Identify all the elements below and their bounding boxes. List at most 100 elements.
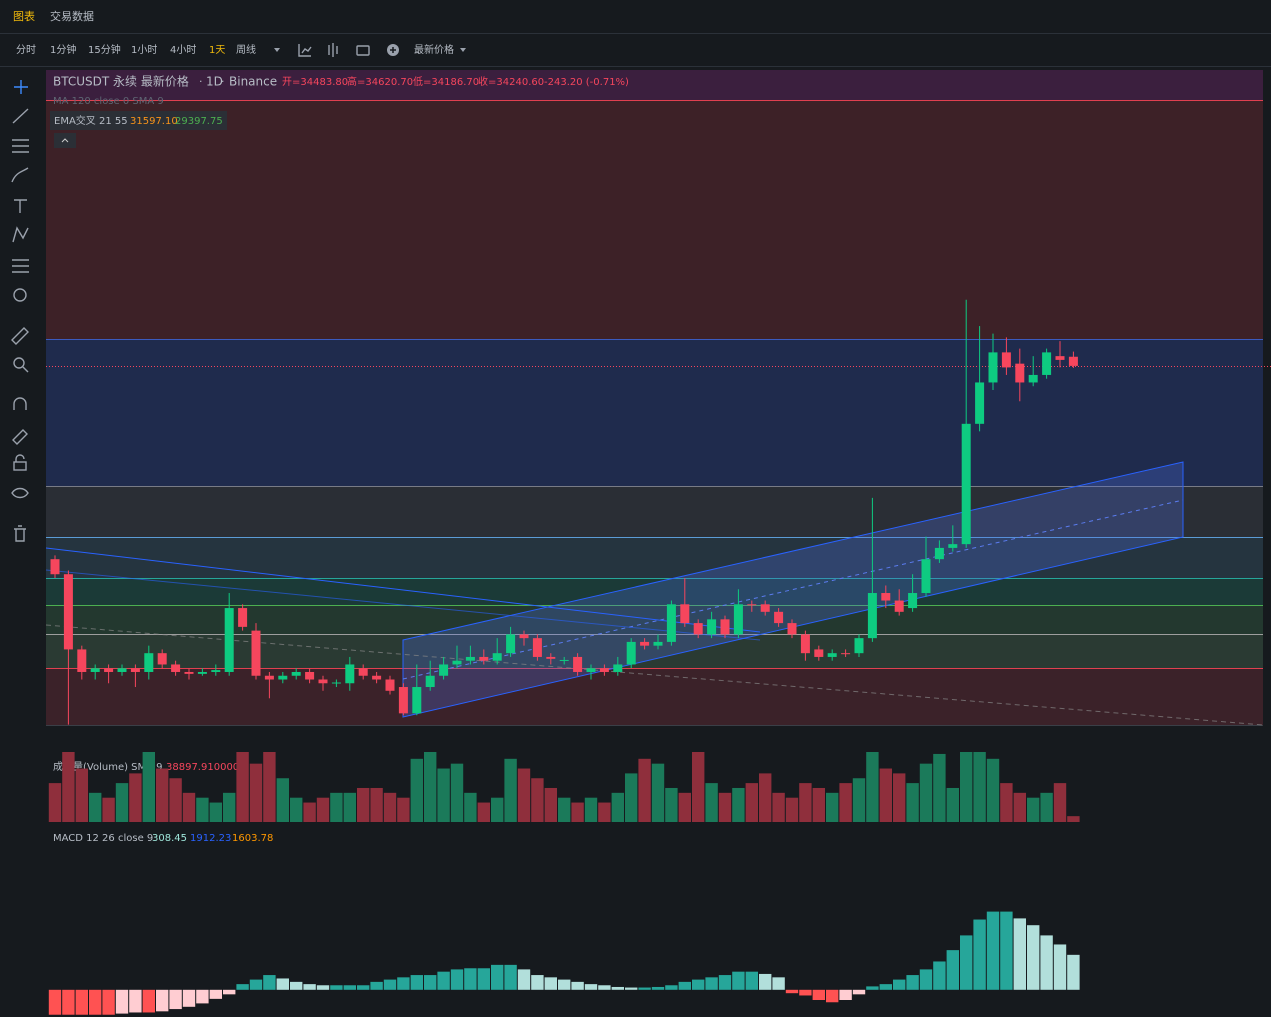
macd-bar [651, 986, 665, 990]
candle-body [77, 649, 87, 672]
interval[interactable]: 4小时 [170, 44, 196, 56]
toolbar-icons[interactable] [298, 43, 399, 57]
candle-body [184, 671, 194, 674]
interval[interactable]: 周线 [236, 43, 256, 56]
macd-bar [718, 975, 732, 990]
macd-bar [48, 989, 62, 1015]
volume-bar [611, 792, 624, 822]
candle-body [372, 675, 382, 680]
volume-bar [933, 753, 946, 822]
macd-bar [946, 950, 959, 990]
macd-bar [1027, 925, 1040, 990]
macd-bar [919, 969, 933, 990]
candle-body [961, 423, 971, 545]
sep: · [199, 75, 203, 88]
macd-bar [839, 989, 852, 1000]
macd-bar [102, 989, 115, 1015]
interval[interactable]: 1分钟 [50, 43, 76, 56]
candle-body [1042, 352, 1052, 375]
volume-bar [960, 752, 973, 822]
volume-bar [839, 783, 852, 822]
candle-body [613, 664, 623, 672]
volume-bar [785, 797, 799, 822]
candle-body [827, 653, 837, 657]
macd-bar [826, 989, 839, 1003]
candle-body [666, 604, 676, 642]
macd-bar [1040, 935, 1053, 990]
macd-bar [986, 911, 1000, 990]
tab[interactable]: 图表 [13, 9, 35, 23]
interval[interactable]: 15分钟 [88, 43, 121, 56]
macd-bar [598, 985, 611, 990]
macd-bar [571, 981, 584, 990]
ohlc: 收=34240.60 [478, 75, 544, 88]
volume-bar [357, 787, 370, 822]
interval[interactable]: 1天 [209, 45, 225, 56]
dropdown-arrow[interactable] [274, 48, 280, 52]
left-toolbar[interactable] [11, 80, 29, 542]
macd-bar [544, 977, 557, 990]
interval[interactable]: 分时 [16, 44, 36, 56]
change: -243.20 (-0.71%) [544, 77, 629, 88]
macd-bar [812, 989, 825, 1000]
volume-bar [48, 783, 62, 822]
macd-bar [370, 981, 383, 990]
macd-bar [732, 971, 745, 990]
price-source[interactable]: 最新价格 [414, 43, 454, 56]
macd-bar [1067, 954, 1080, 990]
ema-box [50, 111, 227, 130]
macd-bar [1000, 911, 1013, 990]
collapse-button[interactable] [54, 133, 76, 148]
macd-bar [772, 977, 785, 990]
volume-bar [142, 752, 155, 822]
tab[interactable]: 交易数据 [50, 9, 94, 23]
volume-bar [893, 773, 906, 822]
candle-body [1015, 363, 1025, 383]
collapse-icon[interactable] [61, 138, 69, 143]
volume-bar [692, 752, 705, 822]
macd-bar [115, 989, 129, 1014]
dropdown-arrow[interactable] [460, 48, 466, 52]
macd-bar [611, 986, 624, 990]
volume-bar [236, 752, 249, 822]
macd-bar [745, 971, 758, 990]
candle-body [760, 604, 770, 612]
volume-bar [209, 802, 222, 822]
volume-bar [290, 797, 303, 822]
macd-bar [75, 989, 88, 1015]
macd-bar [330, 985, 343, 990]
macd-bar [584, 984, 598, 990]
macd-bar [196, 989, 209, 1004]
candle-body [988, 352, 998, 383]
macd-bar [866, 986, 879, 990]
volume-bar [75, 768, 88, 822]
volume-bar [906, 783, 919, 822]
macd-bar [142, 989, 155, 1013]
volume-bar [973, 752, 986, 822]
candle-body [747, 604, 757, 606]
candle-body [157, 653, 167, 665]
candle-body [385, 679, 395, 691]
candle-body [318, 679, 328, 684]
macd-bar [223, 989, 236, 995]
ema-label: EMA交叉 21 55 [54, 114, 128, 127]
ohlc: 低=34186.70 [413, 75, 479, 88]
candle-body [331, 682, 341, 684]
candle-body [733, 604, 743, 635]
macd-bar [1053, 944, 1067, 990]
macd-value: 308.45 [152, 833, 187, 844]
volume-bar [558, 797, 571, 822]
volume-bar [826, 792, 839, 822]
interval[interactable]: 1小时 [131, 44, 157, 56]
candle-body [211, 670, 221, 672]
macd-bar [906, 975, 919, 990]
macd-bar [437, 971, 450, 990]
volume-bar [705, 783, 718, 822]
volume-bar [370, 787, 383, 822]
candle-body [800, 634, 810, 654]
candle-body [479, 656, 489, 661]
candle-body [197, 671, 207, 674]
volume-bar [1027, 797, 1040, 822]
